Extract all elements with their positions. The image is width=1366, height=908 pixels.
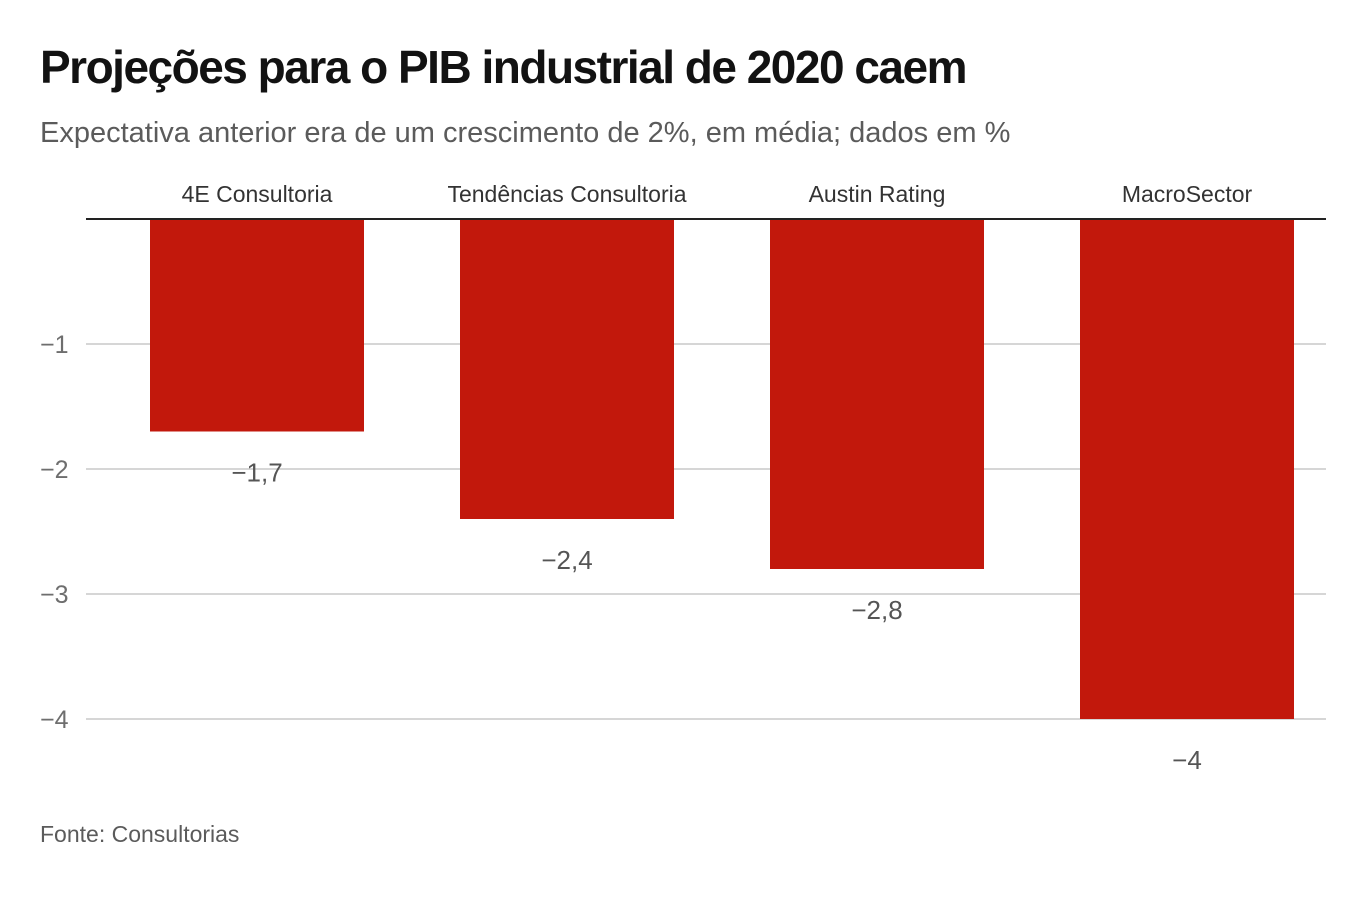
- value-label: −2,8: [851, 595, 902, 625]
- category-label: 4E Consultoria: [182, 181, 333, 207]
- bar: [460, 219, 674, 519]
- category-label: Tendências Consultoria: [447, 181, 686, 207]
- bar-chart: −1 −2 −3 −4 4E Consultoria Tendências Consul…: [40, 181, 1326, 776]
- value-label: −4: [1172, 745, 1202, 775]
- category-label: MacroSector: [1122, 181, 1253, 207]
- y-tick-label: −3: [40, 581, 69, 609]
- y-tick-label: −4: [40, 706, 69, 734]
- bar: [1080, 219, 1294, 719]
- category-label: Austin Rating: [809, 181, 946, 207]
- chart-title: Projeções para o PIB industrial de 2020 …: [40, 41, 968, 93]
- category-labels: 4E Consultoria Tendências Consultoria Aust…: [182, 181, 1253, 207]
- y-axis-ticks: −1 −2 −3 −4: [40, 331, 69, 734]
- bars: [150, 219, 1294, 719]
- source-note: Fonte: Consultorias: [40, 821, 240, 847]
- value-label: −1,7: [231, 458, 282, 488]
- y-tick-label: −1: [40, 331, 69, 359]
- chart-subtitle: Expectativa anterior era de um crescimen…: [40, 117, 1011, 149]
- value-label: −2,4: [541, 545, 592, 575]
- bar: [770, 219, 984, 569]
- y-tick-label: −2: [40, 456, 69, 484]
- value-labels: −1,7 −2,4 −2,8 −4: [231, 458, 1201, 776]
- bar: [150, 219, 364, 432]
